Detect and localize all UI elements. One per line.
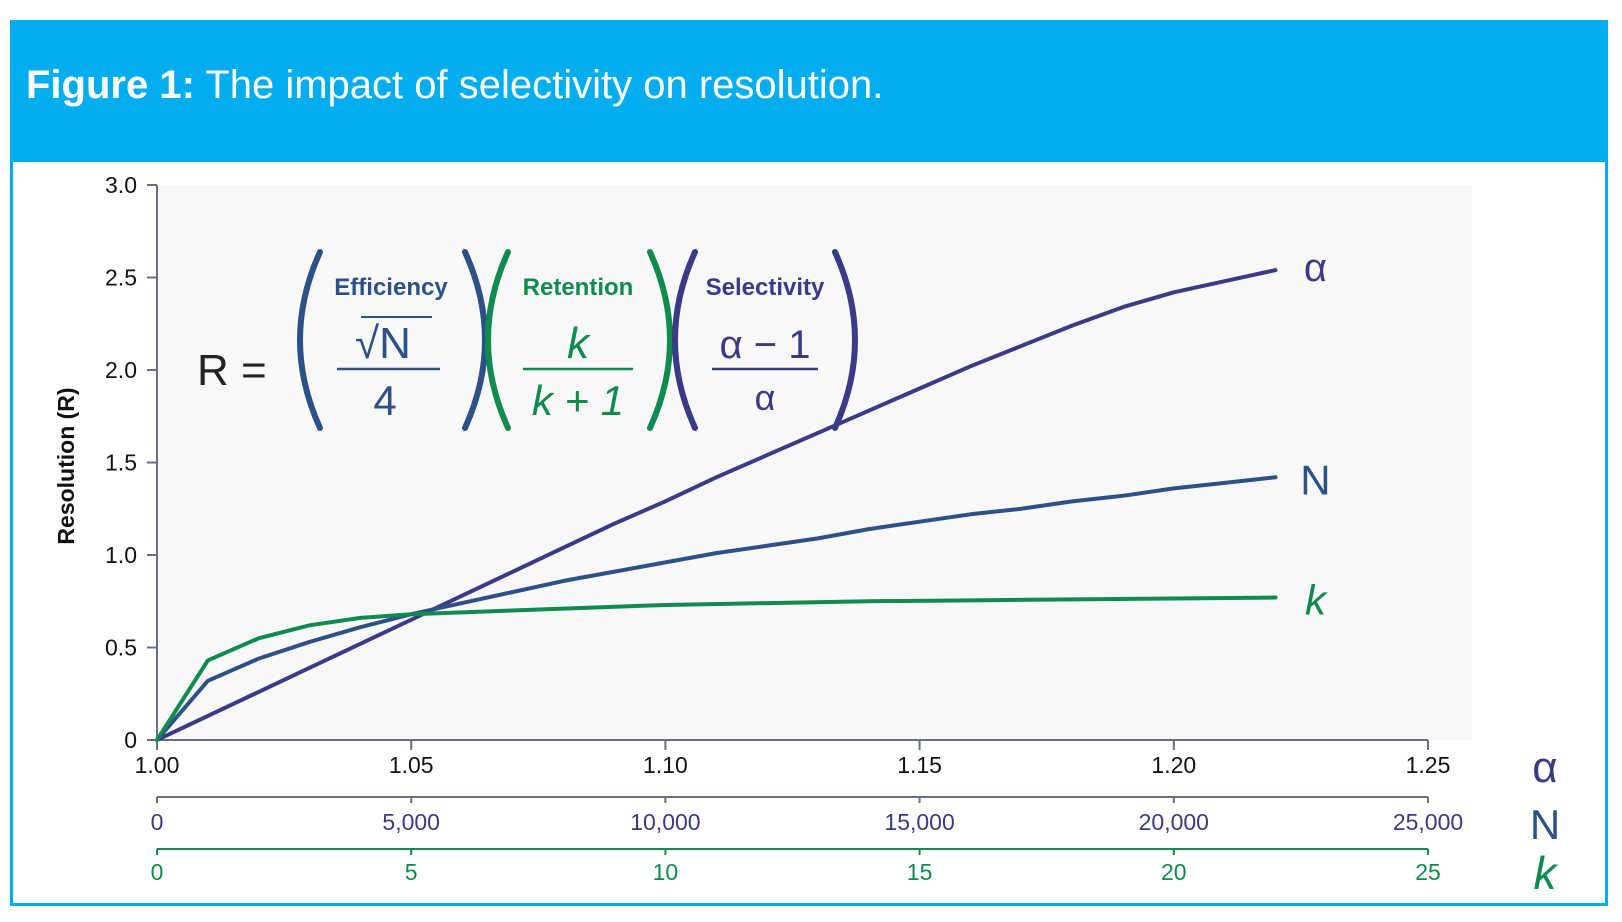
series-line-alpha — [155, 268, 1278, 742]
efficiency-numerator: √N — [355, 319, 411, 368]
x-tick-label-alpha: 1.05 — [389, 752, 434, 778]
x-tick-label-alpha: 1.10 — [643, 752, 688, 778]
x-tick-label-k: 15 — [907, 859, 933, 885]
y-tick-label: 1.0 — [105, 542, 137, 568]
x-tick-label-alpha: 1.25 — [1406, 752, 1451, 778]
x-tick-label-k: 5 — [405, 859, 418, 885]
equation-lhs: R = — [197, 346, 267, 395]
series-line-N — [155, 475, 1278, 742]
resolution-equation: R = Efficiency √N 4 Retention k k + 1 Se… — [197, 249, 858, 431]
figure-title: Figure 1: The impact of selectivity on r… — [26, 63, 883, 108]
selectivity-left-paren — [672, 249, 698, 431]
series-label-alpha: α — [1304, 246, 1327, 290]
x-axis-name-alpha: α — [1532, 743, 1557, 792]
x-tick-label-k: 25 — [1415, 859, 1441, 885]
x-tick-label-k: 0 — [151, 859, 164, 885]
y-tick-label: 1.5 — [105, 450, 137, 476]
efficiency-left-paren — [297, 249, 323, 431]
y-tick-label: 3.0 — [105, 172, 137, 198]
x-axis-name-k: k — [1534, 847, 1559, 899]
retention-denominator: k + 1 — [532, 377, 624, 424]
series-line-k — [155, 595, 1278, 742]
x-tick-label-N: 0 — [151, 809, 164, 835]
x-tick-label-N: 25,000 — [1393, 809, 1463, 835]
y-axis-label: Resolution (R) — [53, 387, 79, 544]
selectivity-denominator: α — [755, 377, 776, 418]
plot-area — [157, 185, 1472, 740]
y-tick-label: 2.5 — [105, 265, 137, 291]
x-tick-label-N: 15,000 — [884, 809, 954, 835]
figure-label: Figure 1: — [26, 63, 195, 107]
x-tick-label-N: 10,000 — [630, 809, 700, 835]
selectivity-title: Selectivity — [706, 274, 825, 301]
retention-left-paren — [485, 249, 511, 431]
series-label-N: N — [1300, 456, 1330, 503]
axes: 0 0.5 1.0 1.5 2.0 2.5 3.0 1.00 1.05 1.10 1.15 1.20 1… — [105, 172, 1560, 899]
x-tick-label-alpha: 1.20 — [1151, 752, 1196, 778]
x-tick-label-k: 20 — [1161, 859, 1187, 885]
figure-caption: The impact of selectivity on resolution. — [205, 63, 884, 107]
efficiency-title: Efficiency — [334, 274, 448, 301]
efficiency-denominator: 4 — [373, 377, 396, 424]
x-tick-label-k: 10 — [653, 859, 679, 885]
selectivity-numerator: α − 1 — [720, 323, 811, 367]
selectivity-right-paren — [832, 249, 858, 431]
retention-right-paren — [647, 249, 673, 431]
series-labels: α Nk — [1300, 246, 1330, 623]
series-lines — [155, 268, 1278, 742]
retention-title: Retention — [523, 274, 634, 301]
x-tick-label-N: 5,000 — [382, 809, 440, 835]
x-tick-label-N: 20,000 — [1139, 809, 1209, 835]
x-tick-label-alpha: 1.15 — [897, 752, 942, 778]
retention-numerator: k — [567, 319, 591, 368]
x-tick-label-alpha: 1.00 — [135, 752, 180, 778]
x-axis-name-N: N — [1530, 801, 1560, 848]
series-label-k: k — [1305, 577, 1328, 624]
y-tick-label: 0.5 — [105, 635, 137, 661]
figure-banner: Figure 1: The impact of selectivity on r… — [13, 23, 1605, 162]
y-tick-label: 2.0 — [105, 357, 137, 383]
y-tick-label: 0 — [124, 727, 137, 753]
